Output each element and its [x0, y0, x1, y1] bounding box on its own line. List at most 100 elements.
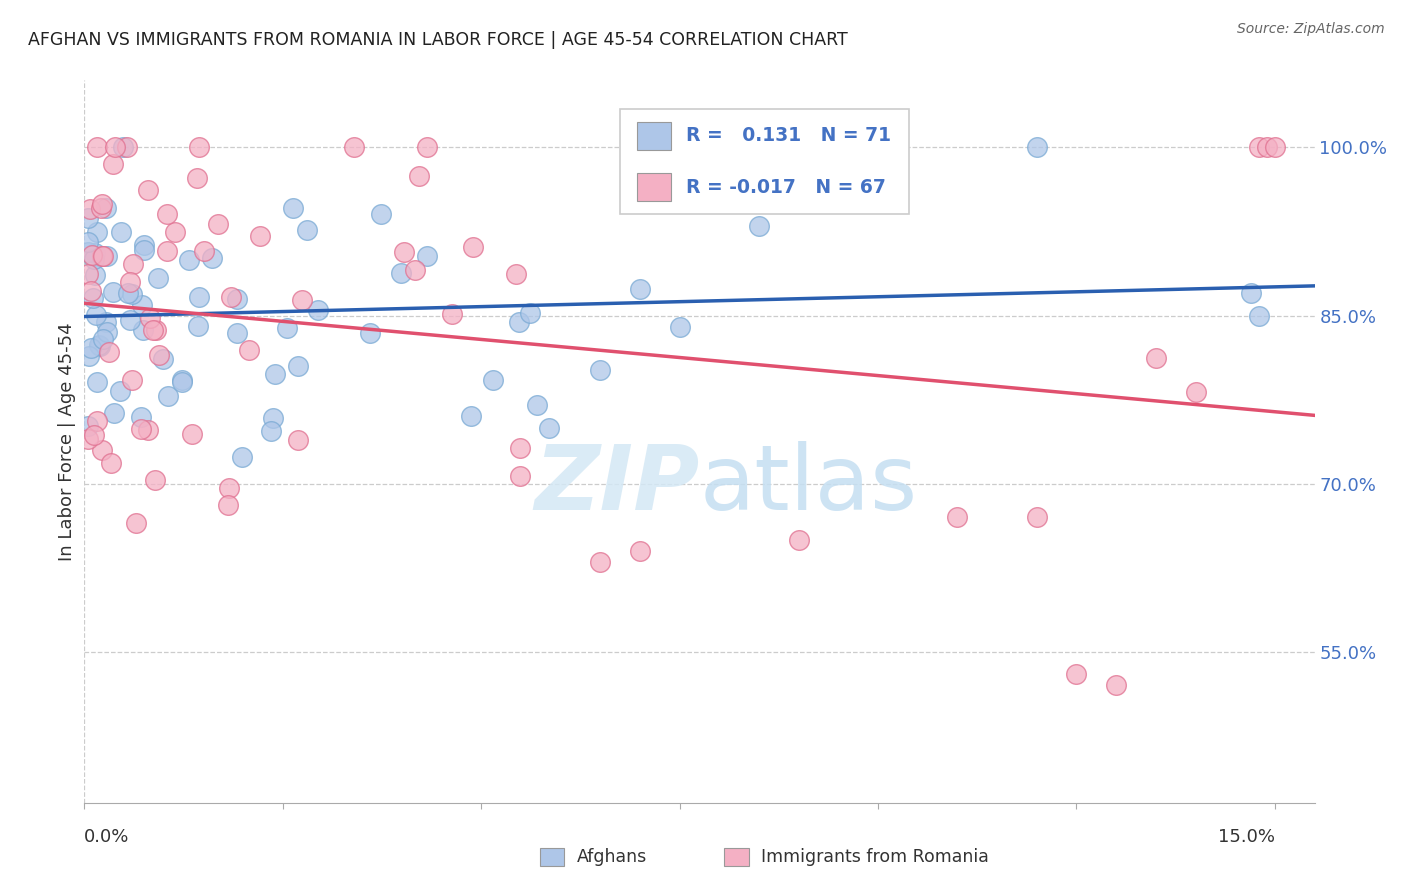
Point: [219, 290, 242, 304]
FancyBboxPatch shape: [620, 109, 908, 214]
Point: [181, 426, 204, 441]
Point: [628, 543, 651, 558]
Point: [96, 325, 118, 339]
Point: [238, 343, 260, 358]
Text: AFGHAN VS IMMIGRANTS FROM ROMANIA IN LABOR FORCE | AGE 45-54 CORRELATION CHART: AFGHAN VS IMMIGRANTS FROM ROMANIA IN LAB…: [28, 31, 848, 49]
Point: [77, 349, 100, 363]
Point: [260, 424, 283, 438]
Text: ZIP: ZIP: [534, 441, 700, 529]
Point: [129, 422, 152, 436]
Point: [83, 252, 105, 267]
Point: [1025, 510, 1047, 524]
Text: 0.0%: 0.0%: [84, 828, 129, 847]
Text: 15.0%: 15.0%: [1218, 828, 1275, 847]
Point: [1066, 667, 1088, 681]
Point: [77, 211, 100, 225]
Point: [83, 427, 105, 442]
Point: [249, 229, 271, 244]
Point: [112, 140, 135, 154]
Point: [110, 225, 132, 239]
Text: Source: ZipAtlas.com: Source: ZipAtlas.com: [1237, 22, 1385, 37]
Point: [415, 249, 437, 263]
Point: [100, 457, 122, 471]
Point: [463, 239, 485, 253]
Point: [80, 247, 103, 261]
Point: [408, 169, 430, 183]
Point: [370, 207, 392, 221]
Bar: [637, 122, 671, 150]
Bar: [637, 173, 671, 201]
Text: atlas: atlas: [700, 441, 918, 529]
Point: [136, 183, 159, 197]
Text: R = -0.017   N = 67: R = -0.017 N = 67: [686, 178, 886, 197]
Point: [146, 271, 169, 285]
Point: [179, 252, 201, 267]
Point: [509, 442, 531, 456]
Point: [193, 244, 215, 258]
Point: [1264, 140, 1286, 154]
Point: [404, 262, 426, 277]
Text: Afghans: Afghans: [576, 848, 647, 866]
Point: [136, 423, 159, 437]
Point: [139, 311, 162, 326]
Point: [86, 414, 108, 428]
Point: [1025, 140, 1047, 154]
Point: [295, 222, 318, 236]
Point: [460, 409, 482, 424]
Point: [84, 268, 107, 282]
Point: [86, 225, 108, 239]
Point: [156, 389, 179, 403]
Point: [79, 202, 101, 216]
Point: [225, 292, 247, 306]
Point: [145, 323, 167, 337]
Point: [120, 313, 142, 327]
Point: [96, 202, 118, 216]
Point: [416, 140, 439, 154]
Point: [287, 433, 309, 447]
Point: [226, 326, 249, 340]
Point: [1184, 384, 1206, 399]
Point: [96, 249, 118, 263]
Point: [84, 245, 107, 260]
Point: [117, 285, 139, 300]
Point: [748, 219, 770, 233]
Point: [80, 341, 103, 355]
Point: [115, 140, 138, 154]
Point: [537, 420, 560, 434]
Point: [110, 384, 132, 398]
Point: [187, 140, 209, 154]
Point: [103, 285, 125, 299]
Point: [96, 315, 118, 329]
Point: [93, 332, 115, 346]
Point: [131, 410, 153, 425]
Point: [103, 157, 125, 171]
Point: [1256, 140, 1278, 154]
Point: [87, 338, 110, 352]
Point: [152, 352, 174, 367]
Point: [508, 315, 530, 329]
Point: [481, 373, 503, 387]
Point: [1240, 286, 1263, 301]
Point: [122, 257, 145, 271]
Bar: [540, 848, 564, 866]
Point: [1247, 309, 1270, 323]
Point: [276, 321, 298, 335]
Point: [82, 291, 104, 305]
Point: [165, 225, 187, 239]
Point: [307, 302, 329, 317]
Point: [156, 244, 179, 258]
Point: [359, 326, 381, 341]
Point: [143, 473, 166, 487]
Point: [121, 373, 143, 387]
Text: Immigrants from Romania: Immigrants from Romania: [761, 848, 988, 866]
Point: [628, 282, 651, 296]
Point: [526, 398, 548, 412]
Point: [103, 406, 125, 420]
Point: [668, 319, 690, 334]
Point: [519, 306, 541, 320]
Point: [170, 375, 193, 389]
Point: [121, 287, 143, 301]
Point: [77, 245, 100, 260]
Point: [186, 171, 208, 186]
Point: [90, 202, 112, 216]
